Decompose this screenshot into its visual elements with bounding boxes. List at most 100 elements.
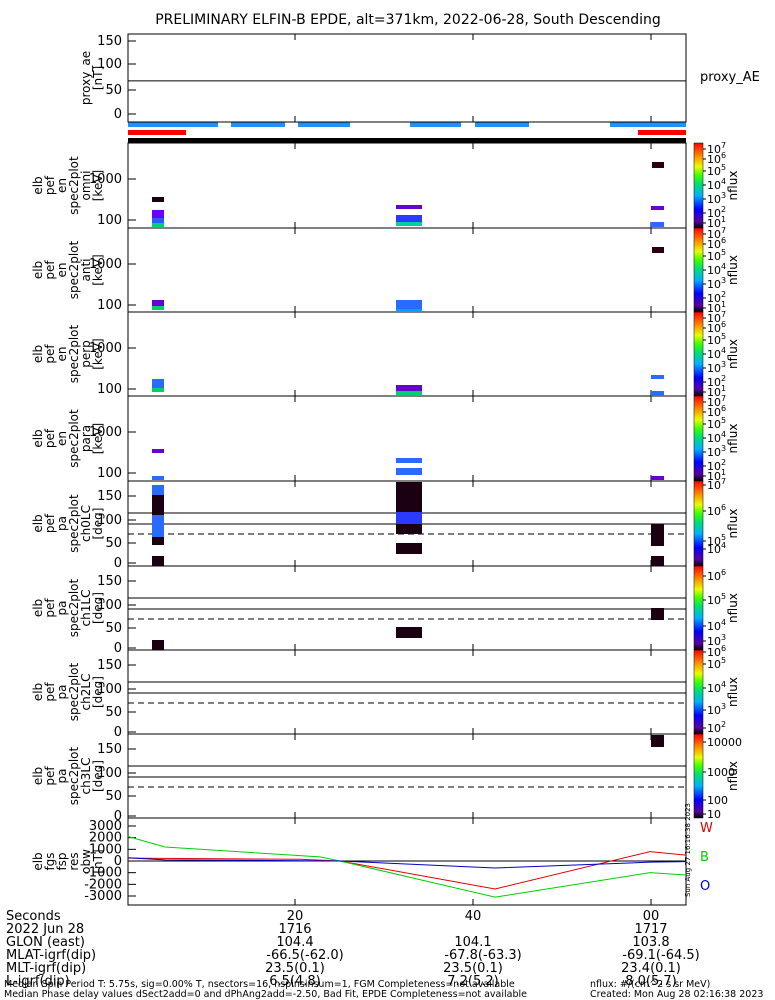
y-tick-label: 50 (105, 789, 122, 804)
colorbar-label: nflux (726, 593, 740, 623)
footer-line-1: Median Spin Period T: 5.75s, sig=0.00% T… (4, 979, 515, 990)
spectrogram-pixel (152, 379, 164, 388)
spectrogram-pixel (152, 640, 164, 650)
y-axis-label: spec2plot (67, 409, 81, 468)
panel-frame-pa_ch3 (127, 733, 687, 819)
ephem-seconds-20: 20 (286, 909, 304, 924)
ephem-label-mlat: MLAT-igrf(dip) (6, 948, 97, 963)
colorbar-tick-label: 103 (707, 276, 726, 291)
y-tick-label: 100 (97, 466, 122, 481)
colorbar-tick-label: 10000 (707, 736, 742, 749)
y-tick-label: 1000 (89, 425, 122, 440)
ephem-seconds-40: 40 (464, 909, 482, 924)
colorbar-tick-label: 103 (707, 444, 726, 459)
y-axis-label: pa (55, 601, 69, 616)
science-zone-segment (231, 122, 285, 127)
spectrogram-pixel (651, 608, 664, 620)
y-axis-label: pef (43, 598, 57, 618)
y-tick-label: 100 (97, 382, 122, 397)
ephem-label-mlt: MLT-igrf(dip) (6, 961, 87, 976)
ephem-label-date: 2022 Jun 28 (6, 922, 85, 937)
science-zone-segment (298, 122, 350, 127)
colorbar-tick-label: 104 (707, 262, 726, 277)
bt89-y-tick-label: -3000 (84, 889, 122, 904)
ephem-mlat-2: -67.8(-63.3) (444, 948, 522, 963)
ephem-lshell-3: 8.0(5.7) (625, 974, 677, 989)
panel-frame-en_anti (127, 227, 687, 313)
y-tick-label: 100 (97, 298, 122, 313)
spectrogram-pixel (651, 206, 664, 210)
y-axis-label: spec2plot (67, 662, 81, 721)
colorbar-pa_ch2 (693, 649, 704, 735)
y-axis-label: spec2plot (67, 746, 81, 805)
y-axis-label: pa (55, 516, 69, 531)
colorbar-pa_ch0 (693, 480, 704, 567)
spectrogram-pixel (651, 735, 664, 747)
spectrogram-pixel (651, 556, 664, 566)
y-tick-label: 100 (97, 213, 122, 228)
spectrogram-pixel (651, 476, 664, 480)
colorbar-tick-label: 1000 (707, 766, 735, 779)
spectrogram-pixel (152, 537, 164, 545)
spectrogram-pixel (396, 215, 422, 222)
y-tick-label: 150 (97, 742, 122, 757)
y-axis-label: en (55, 431, 69, 446)
y-axis-label: ch0LC (79, 505, 93, 542)
colorbar-tick-label: 100 (707, 794, 728, 807)
y-axis-label: [keV] (91, 338, 105, 369)
y-axis-label: spec2plot (67, 240, 81, 299)
colorbar-tick-label: 105 (707, 248, 726, 263)
colorbar-tick-label: 104 (707, 430, 726, 445)
y-axis-label: elb (31, 429, 45, 447)
y-tick-label: 0 (114, 725, 122, 740)
footer-units: nflux: #/(cm^2 s sr MeV) (590, 979, 711, 990)
panel-frame-proxy_ae (127, 33, 687, 123)
ephem-time-1717: 1717 (634, 922, 668, 937)
y-axis-label: perp (79, 340, 93, 368)
y-axis-label: elb (31, 599, 45, 617)
bt89-y-tick-label: -1000 (84, 866, 122, 881)
colorbar-en_perp (693, 311, 704, 397)
y-tick-label: 50 (105, 536, 122, 551)
y-tick-label: 100 (97, 766, 122, 781)
spectrogram-pixel (152, 388, 164, 392)
colorbar-tick-label: 104 (707, 680, 726, 695)
y-axis-label: ch1LC (79, 590, 93, 627)
y-axis-label: en (55, 178, 69, 193)
y-axis-label: obw (79, 849, 93, 874)
colorbar-tick-label: 105 (707, 592, 726, 607)
science-zone-segment (610, 122, 686, 127)
y-tick-label: 0 (114, 556, 122, 571)
colorbar-tick-label: 106 (707, 568, 726, 583)
colorbar-tick-label: 104 (707, 618, 726, 633)
y-axis-label: ch2LC (79, 674, 93, 711)
y-axis-label: spec2plot (67, 324, 81, 383)
bt89-legend-W: W (700, 821, 713, 836)
ephem-glon-2: 104.1 (454, 935, 492, 950)
panel-frame-pa_ch2 (127, 649, 687, 735)
spectrogram-pixel (652, 247, 664, 253)
spectrogram-pixel (152, 515, 164, 537)
y-axis-label: pa (55, 769, 69, 784)
y-axis-label: en (55, 263, 69, 278)
bt89-y-tick-label: 1000 (89, 842, 122, 857)
ephem-label-glon: GLON (east) (6, 935, 85, 950)
ephem-label-lshell: L-igrf(dip) (6, 974, 70, 989)
spectrogram-pixel (152, 306, 164, 310)
y-tick-label: 1000 (89, 257, 122, 272)
y-axis-label: pef (43, 766, 57, 786)
spectrogram-pixel (396, 627, 422, 638)
spectrogram-pixel (396, 543, 422, 554)
spectrogram-pixel (396, 391, 422, 395)
colorbar-pa_ch3 (693, 733, 704, 819)
y-tick-label: 150 (97, 489, 122, 504)
y-axis-label: [nT] (91, 849, 105, 873)
spectrogram-pixel (152, 300, 164, 306)
y-tick-label: 100 (97, 513, 122, 528)
colorbar-label: nflux (726, 255, 740, 285)
y-tick-label: 1000 (89, 341, 122, 356)
colorbar-en_para (693, 395, 704, 482)
spectrogram-pixel (396, 309, 422, 312)
y-axis-label: res (67, 852, 81, 870)
ephem-lshell-1: 6.5(4.8) (269, 974, 321, 989)
